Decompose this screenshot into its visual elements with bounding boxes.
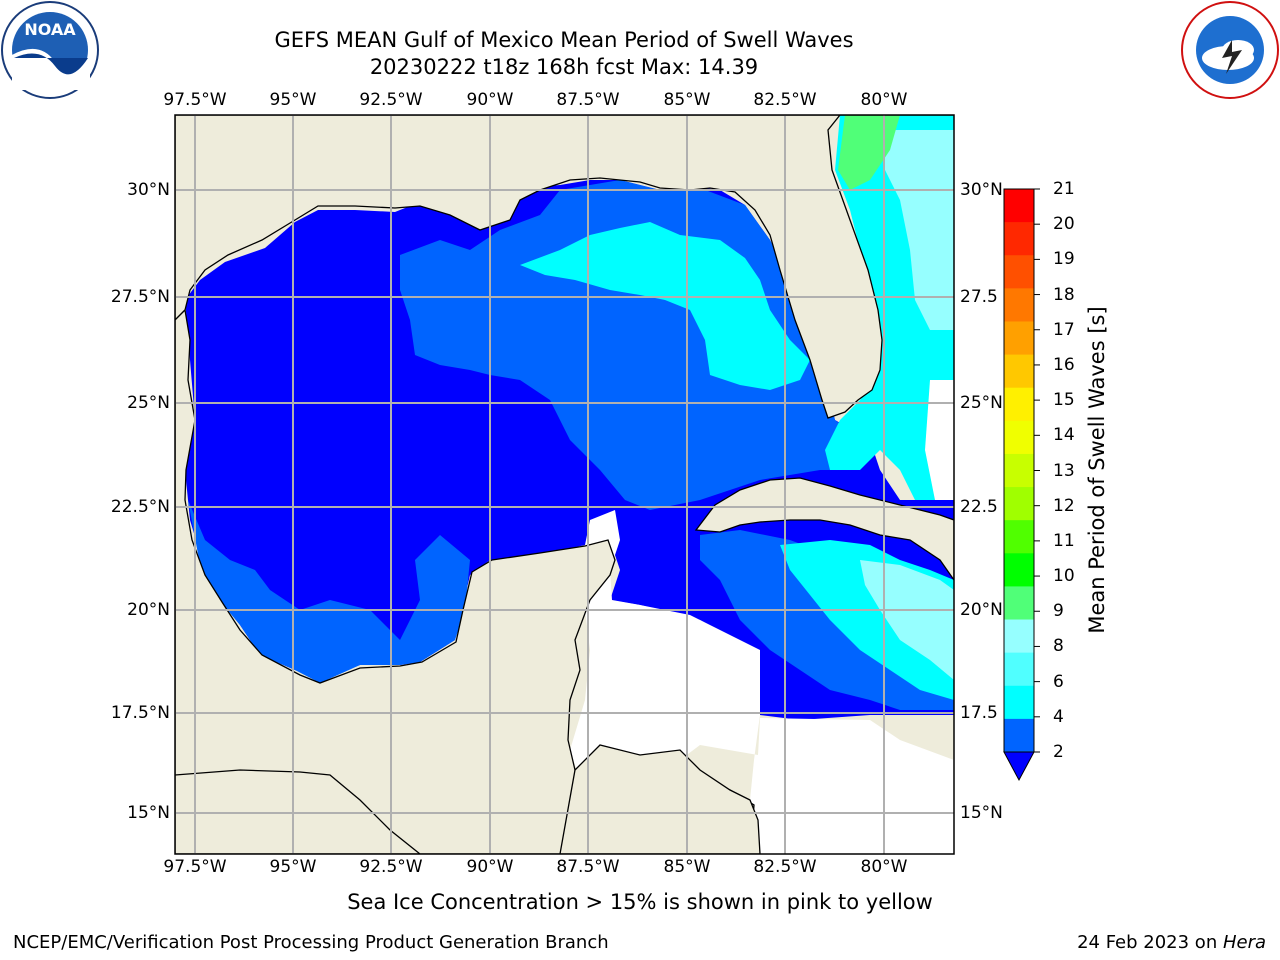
colorbar-block: [1004, 619, 1034, 654]
land-cuba: [694, 477, 954, 582]
colorbar-tick-label: 17: [1053, 319, 1075, 340]
colorbar-block: [1004, 487, 1034, 521]
lat-label-left: 20°N: [127, 600, 170, 620]
footer-date-text: 24 Feb 2023 on: [1077, 932, 1223, 953]
colorbar-tick-label: 11: [1053, 530, 1075, 551]
lat-label-left: 22.5°N: [110, 497, 170, 517]
colorbar-tick-label: 12: [1053, 495, 1075, 516]
colorbar-block: [1004, 520, 1034, 554]
lat-label-right: 17.5: [960, 703, 998, 723]
colorbar-block: [1004, 189, 1034, 223]
lon-label-bottom: 82.5°W: [753, 857, 817, 877]
lon-label-bottom: 80°W: [860, 857, 908, 877]
colorbar-tick-label: 8: [1053, 636, 1064, 657]
sea-ice-note: Sea Ice Concentration > 15% is shown in …: [347, 890, 933, 914]
lon-label-top: 92.5°W: [359, 90, 423, 110]
colorbar-tick-label: 16: [1053, 354, 1075, 375]
colorbar-tick-label: 14: [1053, 425, 1075, 446]
colorbar-block: [1004, 586, 1034, 621]
noaa-logo: NOAA: [1, 1, 99, 99]
lat-label-left: 27.5°N: [110, 287, 170, 307]
colorbar-block: [1004, 255, 1034, 289]
colorbar-block: [1004, 387, 1034, 422]
gulf-cyan-zone: [520, 222, 810, 390]
footer-branch: NCEP/EMC/Verification Post Processing Pr…: [13, 932, 609, 953]
lat-label-right: 20°N: [960, 600, 1003, 620]
lat-label-right: 30°N: [960, 180, 1003, 200]
lon-label-top: 90°W: [466, 90, 514, 110]
masked-area-yucatan: [570, 510, 954, 854]
pale-cyan-east: [880, 130, 954, 330]
colorbar-tick-label: 9: [1053, 601, 1064, 622]
map-gridlines: [175, 115, 954, 854]
colorbar-block: [1004, 652, 1034, 687]
colorbar-block: [1004, 354, 1034, 389]
lat-label-left: 30°N: [127, 180, 170, 200]
land-central-america: [559, 744, 761, 854]
masked-area-east: [925, 380, 954, 500]
colorbar: [1003, 188, 1040, 782]
land-mexico: [175, 308, 755, 854]
colorbar-tick-label: 21: [1053, 179, 1075, 199]
lon-label-top: 85°W: [663, 90, 711, 110]
lat-label-right: 22.5: [960, 497, 998, 517]
lon-label-bottom: 97.5°W: [163, 857, 227, 877]
map-subtitle: 20230222 t18z 168h fcst Max: 14.39: [369, 55, 759, 79]
colorbar-tick-label: 15: [1053, 390, 1075, 411]
colorbar-label: Mean Period of Swell Waves [s]: [1085, 306, 1109, 634]
footer-date: 24 Feb 2023 on Hera: [1077, 932, 1266, 953]
nws-logo: [1181, 1, 1279, 99]
colorbar-block: [1004, 553, 1034, 587]
lon-label-top: 80°W: [860, 90, 908, 110]
lat-label-left: 25°N: [127, 393, 170, 413]
colorbar-block: [1004, 420, 1034, 455]
map-title: GEFS MEAN Gulf of Mexico Mean Period of …: [274, 28, 854, 52]
colorbar-tick-label: 6: [1053, 671, 1064, 692]
lon-label-bottom: 87.5°W: [556, 857, 620, 877]
lon-label-bottom: 92.5°W: [359, 857, 423, 877]
colorbar-tick-label: 13: [1053, 460, 1075, 481]
gulf-mid-zone-west: [188, 500, 470, 683]
colorbar-tick-label: 18: [1053, 284, 1075, 305]
lon-label-bottom: 95°W: [269, 857, 317, 877]
colorbar-block: [1004, 453, 1034, 488]
lat-label-right: 25°N: [960, 393, 1003, 413]
footer-host: Hera: [1222, 932, 1266, 953]
colorbar-tick-label: 19: [1053, 249, 1075, 270]
noaa-logo-text: NOAA: [24, 20, 76, 39]
colorbar-block: [1004, 321, 1034, 356]
lon-label-top: 82.5°W: [753, 90, 817, 110]
lon-label-top: 95°W: [269, 90, 317, 110]
lat-label-left: 15°N: [127, 803, 170, 823]
lat-label-left: 17.5°N: [110, 703, 170, 723]
lat-label-right: 27.5: [960, 287, 998, 307]
colorbar-block: [1004, 718, 1034, 753]
lon-label-bottom: 90°W: [466, 857, 514, 877]
colorbar-tick-label: 4: [1053, 706, 1064, 727]
map-frame: [174, 114, 955, 855]
colorbar-underflow-arrow: [1003, 751, 1035, 782]
lat-label-right: 15°N: [960, 803, 1003, 823]
lon-label-top: 97.5°W: [163, 90, 227, 110]
lon-label-bottom: 85°W: [663, 857, 711, 877]
colorbar-block: [1004, 222, 1034, 256]
colorbar-tick-label: 10: [1053, 566, 1075, 587]
colorbar-tick-label: 20: [1053, 214, 1075, 235]
colorbar-tick-label: 2: [1053, 742, 1064, 762]
colorbar-block: [1004, 685, 1034, 720]
lon-label-top: 87.5°W: [556, 90, 620, 110]
colorbar-block: [1004, 288, 1034, 322]
